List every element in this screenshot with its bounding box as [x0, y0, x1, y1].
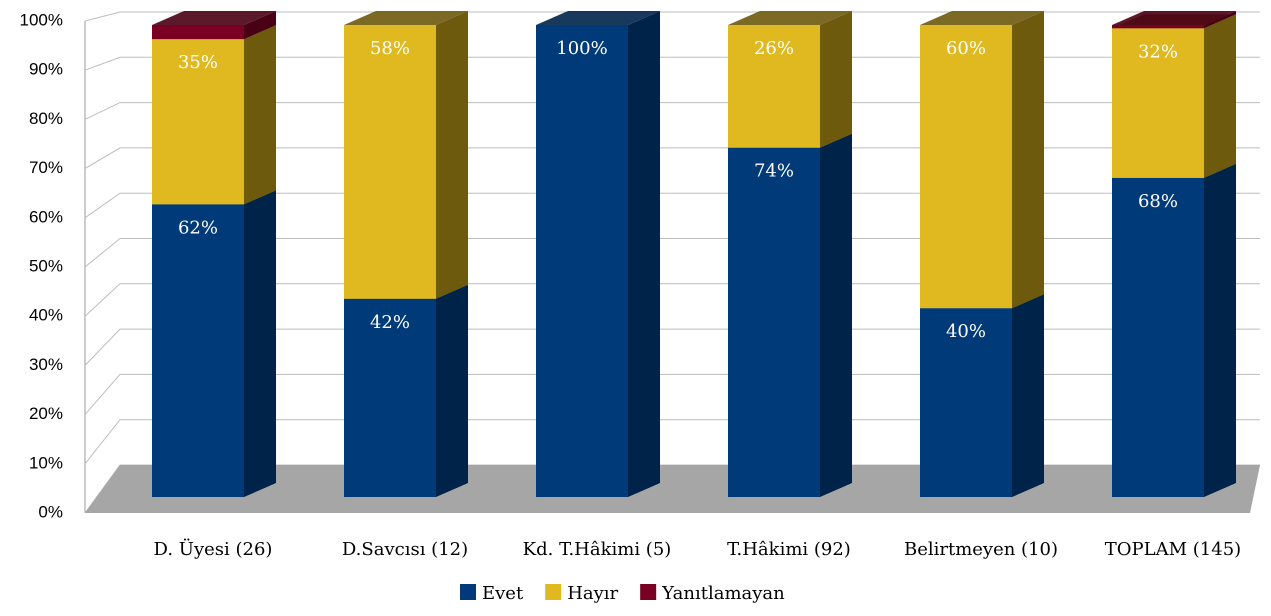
bar: [152, 39, 244, 205]
y-tick-label: 40%: [29, 306, 63, 325]
grid-line: [84, 147, 1260, 170]
bar-top: [344, 11, 468, 25]
bar-side: [1012, 11, 1044, 309]
y-tick-label: 60%: [29, 207, 63, 226]
value-label: 40%: [946, 321, 986, 342]
legend-label: Hayır: [567, 583, 618, 604]
grid-line: [84, 373, 1260, 415]
value-label: 42%: [370, 312, 410, 333]
value-label: 26%: [754, 38, 794, 59]
bar-side: [1204, 11, 1236, 29]
x-tick-label: TOPLAM (145): [1105, 539, 1241, 560]
bar-side: [244, 25, 276, 205]
grid-line: [84, 102, 1260, 120]
y-tick-label: 20%: [29, 404, 63, 423]
bar: [536, 25, 628, 497]
bar: [152, 204, 244, 498]
bar-side: [820, 11, 852, 148]
y-tick-label: 0%: [38, 502, 63, 521]
bar: [728, 147, 820, 497]
bar-side: [628, 11, 660, 497]
bar-side: [436, 11, 468, 299]
bar-side: [244, 190, 276, 498]
bar-top: [728, 11, 852, 25]
bar-top: [536, 11, 660, 25]
value-label: 58%: [370, 38, 410, 59]
bar: [920, 25, 1012, 309]
y-tick-label: 10%: [29, 453, 63, 472]
y-tick-label: 50%: [29, 256, 63, 275]
x-tick-label: Kd. T.Hâkimi (5): [523, 539, 672, 560]
legend-label: Yanıtlamayan: [661, 583, 785, 604]
grid-line: [84, 192, 1260, 219]
legend-swatch: [545, 584, 562, 600]
legend-label: Evet: [482, 583, 524, 604]
grid-line: [84, 328, 1260, 366]
bar-side: [244, 11, 276, 40]
x-tick-label: Belirtmeyen (10): [904, 539, 1058, 560]
y-tick-label: 30%: [29, 355, 63, 374]
grid-line: [84, 11, 1260, 22]
bar-side: [436, 284, 468, 497]
value-label: 35%: [178, 52, 218, 73]
y-tick-label: 80%: [29, 109, 63, 128]
value-label: 62%: [178, 217, 218, 238]
bar-side: [1204, 14, 1236, 178]
bar-side: [820, 133, 852, 497]
grid-line: [84, 419, 1260, 465]
x-tick-label: T.Hâkimi (92): [727, 539, 851, 560]
bar: [152, 25, 244, 40]
x-tick-label: D. Üyesi (26): [154, 537, 273, 560]
y-tick-label: 100%: [20, 10, 63, 29]
value-label: 100%: [556, 38, 607, 59]
value-label: 60%: [946, 38, 986, 59]
legend-swatch: [640, 584, 657, 600]
bar: [344, 25, 436, 299]
value-label: 32%: [1138, 41, 1178, 62]
value-label: 68%: [1138, 191, 1178, 212]
value-label: 74%: [754, 161, 794, 182]
x-tick-label: D.Savcısı (12): [342, 539, 468, 560]
bar: [344, 298, 436, 497]
grid-line: [84, 283, 1260, 317]
grid-line: [84, 56, 1260, 71]
bar: [920, 308, 1012, 497]
bar-top: [152, 11, 276, 25]
grid-line: [84, 238, 1260, 268]
bar: [1112, 25, 1204, 29]
bar-side: [1204, 163, 1236, 498]
bar-side: [1012, 294, 1044, 497]
bar-top: [1112, 11, 1236, 25]
bar: [728, 25, 820, 148]
bar: [1112, 177, 1204, 498]
bar: [1112, 28, 1204, 178]
bar-top: [920, 11, 1044, 25]
y-tick-label: 70%: [29, 158, 63, 177]
legend-swatch: [460, 584, 476, 600]
y-tick-label: 90%: [29, 60, 63, 79]
